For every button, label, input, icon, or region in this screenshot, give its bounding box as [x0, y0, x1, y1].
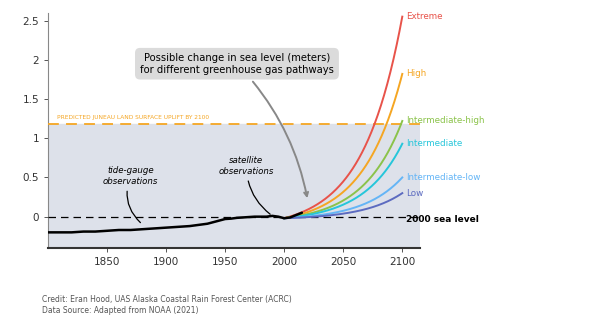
Text: High: High	[406, 69, 426, 79]
Text: Intermediate-low: Intermediate-low	[406, 173, 480, 182]
Text: Low: Low	[406, 189, 423, 197]
Text: Credit: Eran Hood, UAS Alaska Coastal Rain Forest Center (ACRC)
Data Source: Ada: Credit: Eran Hood, UAS Alaska Coastal Ra…	[42, 295, 292, 315]
Bar	[48, 124, 420, 248]
Text: Extreme: Extreme	[406, 12, 442, 21]
Text: Possible change in sea level (meters)
for different greenhouse gas pathways: Possible change in sea level (meters) fo…	[140, 53, 334, 196]
Text: PREDICTED JUNEAU LAND SURFACE UPLIFT BY 2100: PREDICTED JUNEAU LAND SURFACE UPLIFT BY …	[58, 115, 209, 120]
Text: 2000 sea level: 2000 sea level	[406, 215, 479, 224]
Text: Intermediate: Intermediate	[406, 139, 462, 148]
Text: tide-gauge
observations: tide-gauge observations	[103, 166, 158, 223]
Text: Intermediate-high: Intermediate-high	[406, 116, 484, 126]
Text: satellite
observations: satellite observations	[219, 156, 274, 214]
